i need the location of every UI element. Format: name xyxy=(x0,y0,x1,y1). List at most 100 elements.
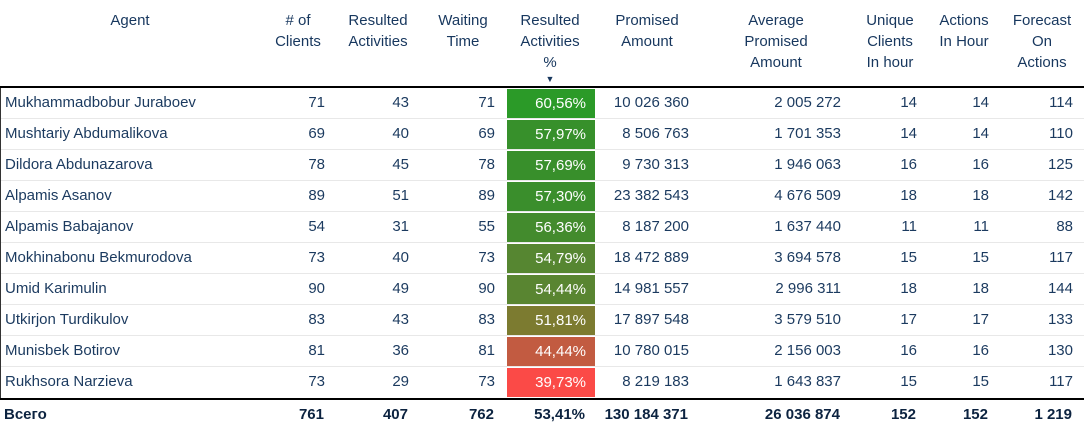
cell-unique: 15 xyxy=(900,373,917,390)
column-header-clients[interactable]: # of Clients xyxy=(260,0,336,86)
total-cell-forecast: 1 219 xyxy=(1034,406,1072,423)
cell-resulted: 51 xyxy=(392,187,409,204)
column-header-label: Actions In Hour xyxy=(939,12,989,50)
pct-cell-fill: 56,36% xyxy=(507,213,595,242)
cell-promised: 18 472 889 xyxy=(613,249,689,266)
column-header-label: Agent xyxy=(110,12,150,29)
pct-cell-fill: 39,73% xyxy=(507,368,595,397)
table-row[interactable]: Mushtariy Abdumalikova 69 40 69 57,97% 8 506 … xyxy=(1,119,1084,150)
cell-avg_promised: 1 643 837 xyxy=(774,373,841,390)
table-row[interactable]: Rukhsora Narzieva 73 29 73 39,73% 8 219 183 1 … xyxy=(1,367,1084,398)
cell-agent: Alpamis Asanov xyxy=(5,187,112,204)
cell-agent: Mokhinabonu Bekmurodova xyxy=(5,249,192,266)
cell-promised: 14 981 557 xyxy=(613,280,689,297)
column-header-pct[interactable]: Resulted Activities % ▼ xyxy=(506,0,594,86)
cell-clients: 73 xyxy=(308,373,325,390)
cell-avg_promised: 4 676 509 xyxy=(774,187,841,204)
cell-agent: Dildora Abdunazarova xyxy=(5,156,153,173)
cell-clients: 78 xyxy=(308,156,325,173)
cell-resulted: 49 xyxy=(392,280,409,297)
cell-pct: 60,56% xyxy=(507,88,595,118)
cell-unique: 17 xyxy=(900,311,917,328)
cell-clients: 54 xyxy=(308,218,325,235)
cell-actions: 16 xyxy=(972,156,989,173)
total-cell-actions: 152 xyxy=(962,406,988,423)
cell-actions: 15 xyxy=(972,373,989,390)
cell-avg_promised: 1 637 440 xyxy=(774,218,841,235)
cell-agent: Alpamis Babajanov xyxy=(5,218,134,235)
table-row[interactable]: Mokhinabonu Bekmurodova 73 40 73 54,79% 18 47… xyxy=(1,243,1084,274)
column-header-label: Resulted Activities xyxy=(348,12,408,50)
cell-promised: 10 780 015 xyxy=(613,342,689,359)
table-row[interactable]: Mukhammadbobur Juraboev 71 43 71 60,56% 10 02… xyxy=(1,88,1084,119)
column-header-unique[interactable]: Unique Clients In hour xyxy=(852,0,928,86)
table-row[interactable]: Alpamis Babajanov 54 31 55 56,36% 8 187 200 1 … xyxy=(1,212,1084,243)
cell-waiting: 78 xyxy=(478,156,495,173)
cell-waiting: 90 xyxy=(478,280,495,297)
pct-cell-fill: 57,30% xyxy=(507,182,595,211)
cell-waiting: 73 xyxy=(478,249,495,266)
cell-pct: 57,30% xyxy=(507,181,595,211)
cell-unique: 15 xyxy=(900,249,917,266)
table-row[interactable]: Dildora Abdunazarova 78 45 78 57,69% 9 730 31… xyxy=(1,150,1084,181)
cell-unique: 11 xyxy=(901,218,917,235)
cell-unique: 16 xyxy=(900,156,917,173)
cell-promised: 8 506 763 xyxy=(622,125,689,142)
cell-promised: 9 730 313 xyxy=(622,156,689,173)
cell-resulted: 36 xyxy=(392,342,409,359)
cell-promised: 17 897 548 xyxy=(613,311,689,328)
table-row[interactable]: Utkirjon Turdikulov 83 43 83 51,81% 17 897 54… xyxy=(1,305,1084,336)
cell-resulted: 43 xyxy=(392,311,409,328)
column-header-label: Promised Amount xyxy=(615,12,679,50)
cell-resulted: 31 xyxy=(392,218,409,235)
cell-actions: 11 xyxy=(973,218,989,235)
table-row[interactable]: Umid Karimulin 90 49 90 54,44% 14 981 557 2 99… xyxy=(1,274,1084,305)
column-header-waiting[interactable]: Waiting Time xyxy=(420,0,506,86)
column-header-resulted[interactable]: Resulted Activities xyxy=(336,0,420,86)
cell-clients: 90 xyxy=(308,280,325,297)
cell-forecast: 142 xyxy=(1047,187,1073,204)
cell-avg_promised: 3 579 510 xyxy=(774,311,841,328)
cell-promised: 10 026 360 xyxy=(613,94,689,111)
column-header-forecast[interactable]: Forecast On Actions xyxy=(1000,0,1084,86)
cell-resulted: 45 xyxy=(392,156,409,173)
pct-cell-fill: 54,79% xyxy=(507,244,595,273)
column-header-agent[interactable]: Agent xyxy=(0,0,260,86)
table-row[interactable]: Munisbek Botirov 81 36 81 44,44% 10 780 015 2 … xyxy=(1,336,1084,367)
cell-forecast: 117 xyxy=(1049,249,1073,266)
table-body: Mukhammadbobur Juraboev 71 43 71 60,56% 10 02… xyxy=(0,88,1084,398)
column-header-label: Forecast On Actions xyxy=(1012,12,1072,71)
cell-avg_promised: 2 005 272 xyxy=(774,94,841,111)
column-header-actions[interactable]: Actions In Hour xyxy=(928,0,1000,86)
pct-cell-fill: 57,97% xyxy=(507,120,595,149)
cell-forecast: 110 xyxy=(1049,125,1073,142)
table-row[interactable]: Alpamis Asanov 89 51 89 57,30% 23 382 543 4 67… xyxy=(1,181,1084,212)
cell-clients: 73 xyxy=(308,249,325,266)
cell-clients: 69 xyxy=(308,125,325,142)
cell-actions: 14 xyxy=(972,94,989,111)
column-header-promised[interactable]: Promised Amount xyxy=(594,0,700,86)
cell-unique: 18 xyxy=(900,280,917,297)
cell-resulted: 43 xyxy=(392,94,409,111)
cell-actions: 15 xyxy=(972,249,989,266)
pct-cell-fill: 57,69% xyxy=(507,151,595,180)
cell-agent: Mushtariy Abdumalikova xyxy=(5,125,168,142)
sort-descending-icon: ▼ xyxy=(545,74,555,84)
cell-pct: 51,81% xyxy=(507,305,595,335)
cell-promised: 23 382 543 xyxy=(613,187,689,204)
cell-actions: 17 xyxy=(972,311,989,328)
cell-avg_promised: 1 701 353 xyxy=(774,125,841,142)
cell-promised: 8 219 183 xyxy=(622,373,689,390)
total-cell-agent: Всего xyxy=(4,406,47,423)
cell-avg_promised: 1 946 063 xyxy=(774,156,841,173)
column-header-label: Unique Clients In hour xyxy=(866,12,914,71)
cell-agent: Mukhammadbobur Juraboev xyxy=(5,94,196,111)
cell-forecast: 144 xyxy=(1047,280,1073,297)
column-header-label: Average Promised Amount xyxy=(744,12,808,71)
cell-pct: 54,44% xyxy=(507,274,595,304)
column-header-avg_promised[interactable]: Average Promised Amount xyxy=(700,0,852,86)
cell-resulted: 40 xyxy=(392,249,409,266)
cell-waiting: 81 xyxy=(478,342,495,359)
column-header-label: Resulted Activities % xyxy=(520,12,580,71)
cell-pct: 56,36% xyxy=(507,212,595,242)
